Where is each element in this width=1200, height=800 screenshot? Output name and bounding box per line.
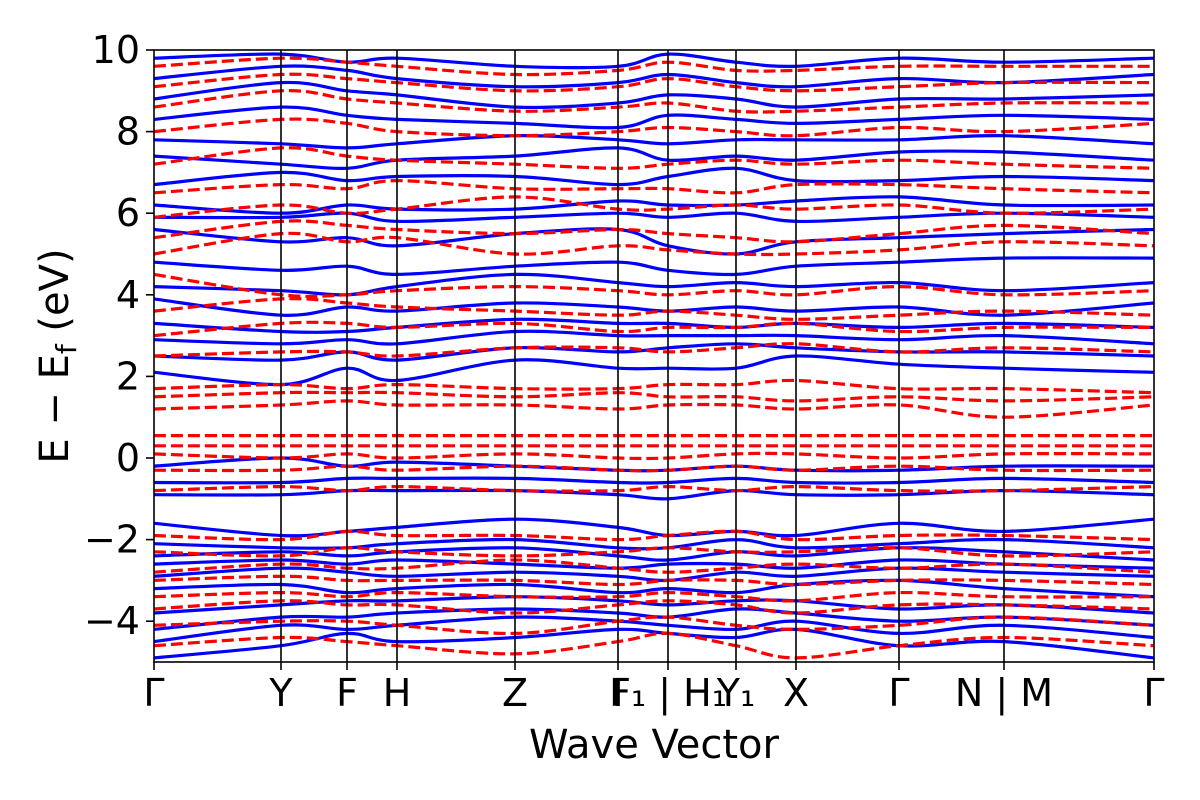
dashed-band-21 — [154, 219, 1154, 244]
y-axis-ticks: −4 −2 0 2 4 6 8 10 — [84, 28, 154, 643]
solid-band-4 — [154, 578, 1154, 599]
solid-band-7 — [154, 546, 1154, 562]
dashed-band-1 — [154, 615, 1154, 636]
solid-band-24 — [154, 146, 1154, 171]
dashed-band-9 — [154, 464, 1154, 473]
dashed-band-0 — [154, 631, 1154, 660]
solid-band-29 — [154, 52, 1154, 70]
dashed-band-22 — [154, 195, 1154, 219]
solid-band-9 — [154, 517, 1154, 538]
solid-band-13 — [154, 354, 1154, 387]
solid-band-6 — [154, 558, 1154, 570]
solid-band-1 — [154, 615, 1154, 644]
dashed-band-19 — [154, 272, 1154, 299]
y-axis-label: E − Ef (eV) — [32, 248, 83, 463]
solid-band-25 — [154, 134, 1154, 150]
solid-band-5 — [154, 566, 1154, 583]
x-tick-label-0: Γ — [143, 671, 164, 715]
x-tick-label-10: N | M — [955, 671, 1053, 716]
bands-layer — [154, 52, 1154, 660]
solid-band-21 — [154, 211, 1154, 224]
y-axis-label-subscript: f — [50, 343, 83, 354]
dashed-band-6 — [154, 546, 1154, 558]
dashed-band-8 — [154, 485, 1154, 493]
dashed-band-10 — [154, 451, 1154, 461]
dashed-band-15 — [154, 378, 1154, 395]
solid-band-19 — [154, 256, 1154, 277]
solid-band-3 — [154, 595, 1154, 615]
x-tick-label-5: I — [612, 671, 623, 715]
y-axis-label-unit: (eV) — [32, 248, 78, 344]
x-tick-label-3: H — [383, 671, 412, 715]
solid-band-15 — [154, 329, 1154, 346]
dashed-band-26 — [154, 89, 1154, 114]
dashed-band-3 — [154, 590, 1154, 603]
dashed-band-7 — [154, 529, 1154, 542]
dashed-band-14 — [154, 390, 1154, 403]
solid-band-0 — [154, 627, 1154, 660]
dashed-band-23 — [154, 179, 1154, 195]
y-axis-label-main: E − E — [32, 354, 78, 464]
dashed-band-16 — [154, 342, 1154, 358]
x-tick-label-4: Z — [502, 671, 528, 715]
solid-band-26 — [154, 105, 1154, 130]
y-tick-label-2: 0 — [116, 436, 140, 480]
solid-band-27 — [154, 80, 1154, 110]
x-tick-label-8: X — [783, 671, 809, 715]
dashed-band-13 — [154, 399, 1154, 419]
y-tick-label-1: −2 — [84, 518, 140, 562]
y-tick-label-3: 2 — [116, 354, 140, 398]
x-tick-label-11: Γ — [1143, 671, 1164, 715]
y-tick-label-7: 10 — [92, 28, 140, 72]
y-tick-label-0: −4 — [84, 599, 140, 643]
solid-band-20 — [154, 227, 1154, 256]
solid-band-16 — [154, 317, 1154, 334]
x-tick-label-9: Γ — [888, 671, 909, 715]
solid-band-22 — [154, 195, 1154, 215]
dashed-band-20 — [154, 231, 1154, 257]
x-tick-label-2: F — [336, 671, 358, 715]
dashed-band-17 — [154, 320, 1154, 338]
dashed-band-28 — [154, 56, 1154, 77]
solid-band-28 — [154, 64, 1154, 89]
high-symmetry-lines — [280, 50, 1005, 662]
y-tick-label-6: 8 — [116, 110, 140, 154]
x-tick-label-7: Y₁ — [716, 671, 755, 715]
y-tick-label-4: 4 — [116, 273, 140, 317]
x-tick-label-1: Y — [268, 671, 293, 715]
dashed-band-18 — [154, 297, 1154, 321]
dashed-band-2 — [154, 599, 1154, 615]
dashed-band-27 — [154, 72, 1154, 93]
y-tick-label-5: 6 — [116, 191, 140, 235]
solid-band-23 — [154, 166, 1154, 187]
dashed-band-25 — [154, 117, 1154, 138]
dashed-band-5 — [154, 558, 1154, 574]
plot-frame — [153, 49, 1155, 663]
x-axis-label: Wave Vector — [529, 722, 780, 768]
x-tick-label-6: F₁ | H₁ — [609, 671, 727, 716]
solid-band-11 — [154, 476, 1154, 485]
dashed-band-24 — [154, 146, 1154, 170]
solid-band-17 — [154, 297, 1154, 317]
dashed-band-4 — [154, 574, 1154, 587]
solid-band-18 — [154, 272, 1154, 297]
